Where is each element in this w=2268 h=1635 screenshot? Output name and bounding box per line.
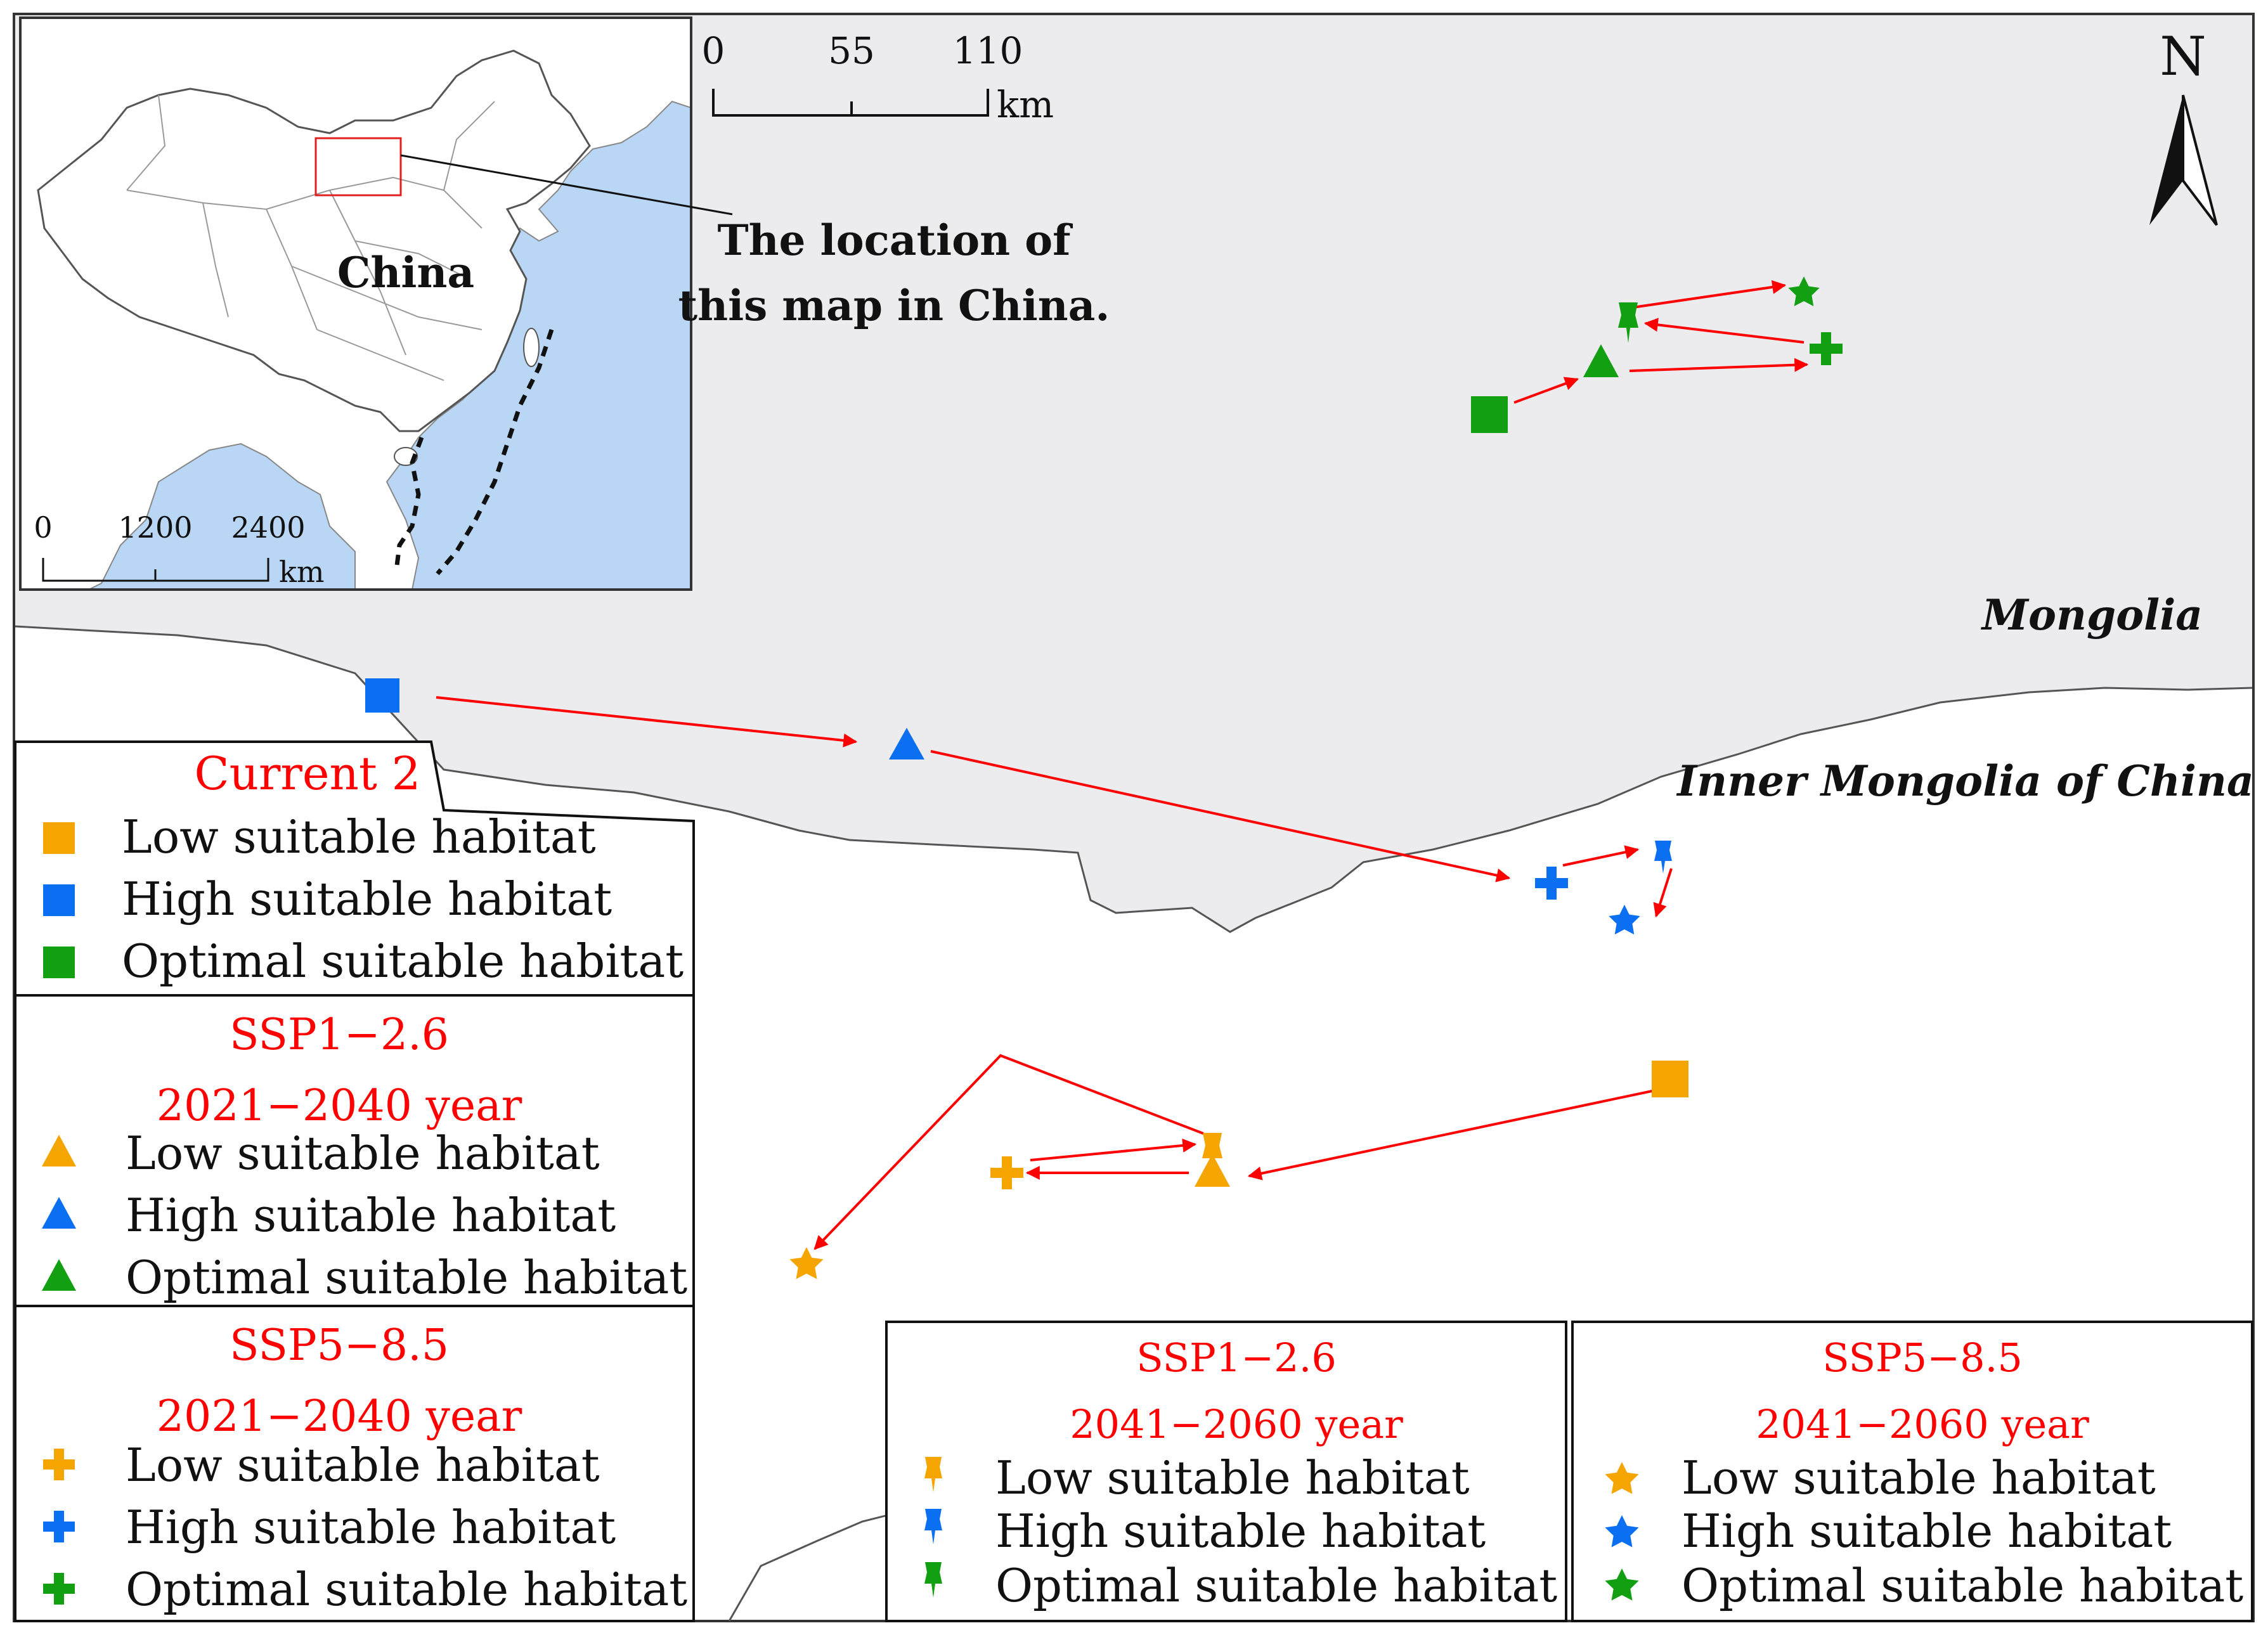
callout-leader-line: [400, 154, 733, 216]
legend-ssp585-2041-title2: 2041−2060 year: [1756, 1401, 2089, 1447]
legend-ssp585-2041-high: High suitable habitat: [1682, 1504, 2172, 1558]
inset-south-china-sea-line: [394, 328, 554, 576]
legend-ssp126-2021-optimal: Optimal suitable habitat: [126, 1251, 687, 1304]
marker-ssp585-2021-optimal: [1810, 332, 1843, 365]
marker-ssp126-2041-optimal: [1618, 302, 1638, 343]
marker-ssp585-2021-high: [1535, 867, 1568, 900]
arrow-orange-3: [1030, 1138, 1197, 1161]
main-scale-tick-2: 110: [953, 29, 1023, 72]
marker-current-high: [365, 678, 399, 713]
legend-ssp585-2021-high: High suitable habitat: [126, 1501, 616, 1554]
legend-ssp126-2041: SSP1−2.6 2041−2060 year Low suitable hab…: [885, 1321, 1567, 1622]
marker-ssp585-2041-high: [1609, 905, 1640, 934]
legend-current: Current 2 Low suitable habitat High suit…: [14, 740, 695, 997]
legend-current-title: Current 2: [195, 747, 421, 800]
arrow-blue-2: [930, 750, 1511, 882]
legend-ssp126-2021-title2: 2021−2040 year: [157, 1081, 522, 1131]
arrow-blue-4: [1653, 868, 1673, 918]
callout-text-line2: this map in China.: [678, 281, 1110, 330]
marker-ssp585-2041-optimal: [1788, 276, 1820, 306]
province-border-line: [728, 1514, 888, 1622]
marker-current-optimal: [1471, 396, 1508, 433]
north-arrow-icon: N: [2149, 25, 2218, 226]
legend-ssp126-2041-low: Low suitable habitat: [995, 1451, 1470, 1504]
inner-mongolia-label: Inner Mongolia of China: [1676, 756, 2253, 806]
inset-china-land: [37, 49, 591, 432]
centroid-markers: [365, 276, 1843, 1279]
arrow-orange-1: [1247, 1089, 1656, 1180]
legend-current-low: Low suitable habitat: [122, 810, 596, 863]
marker-ssp585-2041-low: [789, 1247, 824, 1279]
main-scale-bar: 0 55 110 km: [702, 29, 1054, 126]
inset-china-label: China: [337, 248, 474, 297]
arrow-blue-1: [436, 696, 858, 747]
legend-ssp126-2041-high: High suitable habitat: [995, 1504, 1486, 1558]
legend-ssp126-2021-title1: SSP1−2.6: [230, 1010, 449, 1060]
main-scale-unit: km: [997, 83, 1054, 126]
legend-ssp585-2041-optimal: Optimal suitable habitat: [1682, 1559, 2243, 1612]
inset-scale-unit: km: [279, 555, 325, 589]
legend-current-high: High suitable habitat: [122, 872, 612, 926]
arrow-green-3: [1643, 318, 1805, 344]
marker-current-low: [1652, 1061, 1688, 1097]
arrow-orange-4: [813, 1054, 1204, 1250]
inset-map: China 0 1200 2400 km: [19, 16, 733, 591]
inset-scale-bar: 0 1200 2400 km: [34, 510, 324, 589]
arrow-green-4: [1632, 280, 1787, 309]
study-area-box: [314, 137, 402, 197]
legend-ssp585-2041-low: Low suitable habitat: [1682, 1451, 2156, 1504]
marker-ssp126-2041-low: [1202, 1133, 1222, 1173]
arrow-blue-3: [1562, 845, 1640, 867]
north-label: N: [2160, 25, 2206, 87]
legend-ssp126-2021-low: Low suitable habitat: [126, 1127, 600, 1180]
inset-province-lines: [126, 94, 495, 381]
legend-ssp585-2021-low: Low suitable habitat: [126, 1438, 600, 1492]
arrow-green-1: [1513, 377, 1579, 404]
main-scale-tick-1: 55: [828, 29, 875, 72]
legend-current-optimal: Optimal suitable habitat: [122, 934, 684, 988]
shift-arrows: [436, 280, 1809, 1250]
legend-ssp585-2021-title1: SSP5−8.5: [230, 1321, 449, 1371]
legend-ssp126-2021: SSP1−2.6 2021−2040 year Low suitable hab…: [14, 994, 695, 1307]
marker-ssp126-2021-optimal: [1583, 344, 1619, 377]
inset-taiwan: [523, 328, 540, 367]
marker-ssp126-2021-high: [889, 728, 924, 759]
marker-ssp585-2021-low: [990, 1156, 1023, 1189]
legend-ssp126-2021-high: High suitable habitat: [126, 1189, 616, 1242]
legend-ssp585-2021-optimal: Optimal suitable habitat: [126, 1563, 687, 1616]
legend-ssp585-2041: SSP5−8.5 2041−2060 year Low suitable hab…: [1571, 1321, 2253, 1622]
inset-scale-tick-1: 1200: [118, 510, 192, 545]
inset-scale-tick-0: 0: [34, 510, 52, 545]
legend-ssp126-2041-optimal: Optimal suitable habitat: [995, 1559, 1557, 1612]
legend-ssp585-2021-title2: 2021−2040 year: [157, 1392, 522, 1442]
legend-ssp126-2041-title1: SSP1−2.6: [1136, 1334, 1337, 1381]
inset-scale-tick-2: 2400: [231, 510, 305, 545]
main-scale-tick-0: 0: [702, 29, 725, 72]
legend-ssp126-2041-title2: 2041−2060 year: [1070, 1401, 1403, 1447]
legend-ssp585-2041-title1: SSP5−8.5: [1822, 1334, 2023, 1381]
legend-ssp585-2021: SSP5−8.5 2021−2040 year Low suitable hab…: [14, 1305, 695, 1622]
marker-ssp126-2041-high: [1654, 841, 1672, 874]
mongolia-label: Mongolia: [1981, 590, 2203, 640]
callout-text-line1: The location of: [717, 216, 1073, 265]
arrow-green-2: [1629, 358, 1809, 372]
